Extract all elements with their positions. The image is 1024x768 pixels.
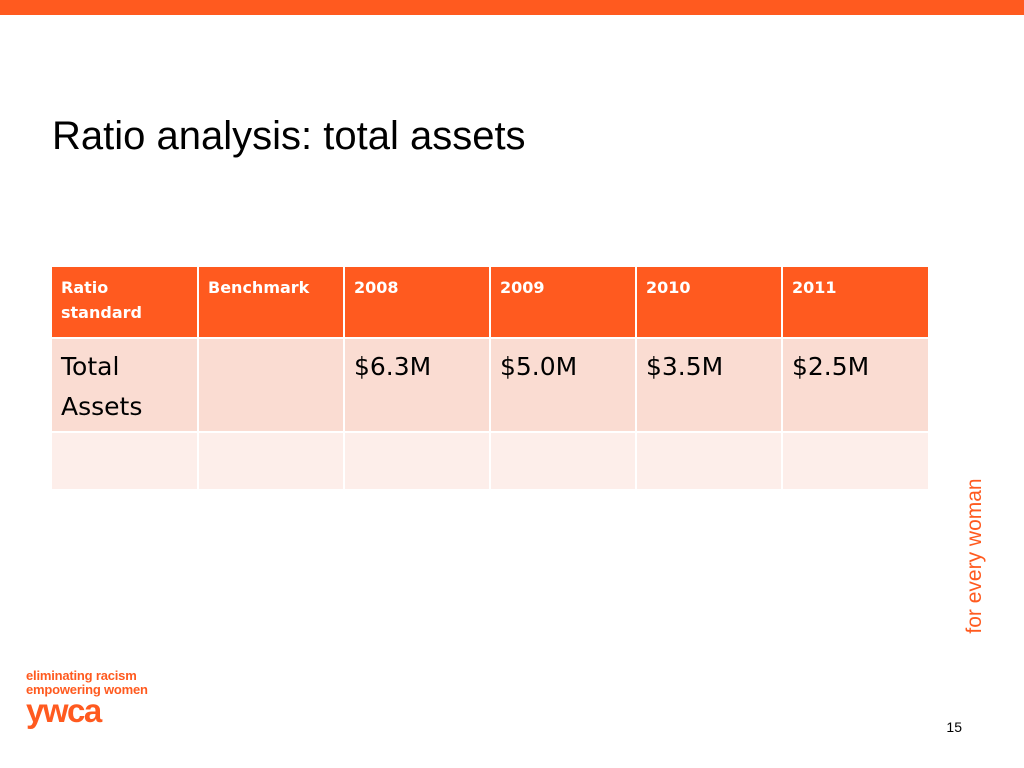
cell-2009: $5.0M bbox=[489, 337, 637, 433]
cell-empty bbox=[50, 431, 199, 491]
cell-2008: $6.3M bbox=[343, 337, 491, 433]
cell-2010: $3.5M bbox=[635, 337, 783, 433]
slide-title: Ratio analysis: total assets bbox=[52, 114, 526, 158]
table-row: Total Assets $6.3M $5.0M $3.5M $2.5M bbox=[50, 337, 930, 433]
header-2009: 2009 bbox=[489, 265, 637, 339]
cell-empty bbox=[781, 431, 930, 491]
ywca-logo: eliminating racism empowering women ywca bbox=[26, 668, 166, 729]
cell-empty bbox=[635, 431, 783, 491]
cell-empty bbox=[489, 431, 637, 491]
header-benchmark: Benchmark bbox=[197, 265, 345, 339]
table-row-empty bbox=[50, 431, 930, 491]
header-2010: 2010 bbox=[635, 265, 783, 339]
cell-empty bbox=[343, 431, 491, 491]
table-header-row: Ratio standard Benchmark 2008 2009 2010 … bbox=[50, 265, 930, 339]
cell-2011: $2.5M bbox=[781, 337, 930, 433]
cell-empty bbox=[197, 431, 345, 491]
header-2008: 2008 bbox=[343, 265, 491, 339]
header-2011: 2011 bbox=[781, 265, 930, 339]
cell-benchmark bbox=[197, 337, 345, 433]
page-number: 15 bbox=[946, 719, 962, 735]
top-accent-bar bbox=[0, 0, 1024, 15]
header-ratio-standard: Ratio standard bbox=[50, 265, 199, 339]
cell-ratio-standard: Total Assets bbox=[50, 337, 199, 433]
ratio-table: Ratio standard Benchmark 2008 2009 2010 … bbox=[50, 265, 930, 491]
logo-wordmark: ywca bbox=[26, 692, 102, 729]
logo-line-eliminating-racism: eliminating racism bbox=[26, 668, 137, 683]
tagline-vertical: for every woman bbox=[963, 478, 986, 634]
logo-line-empowering-women: empowering women bbox=[26, 682, 148, 697]
